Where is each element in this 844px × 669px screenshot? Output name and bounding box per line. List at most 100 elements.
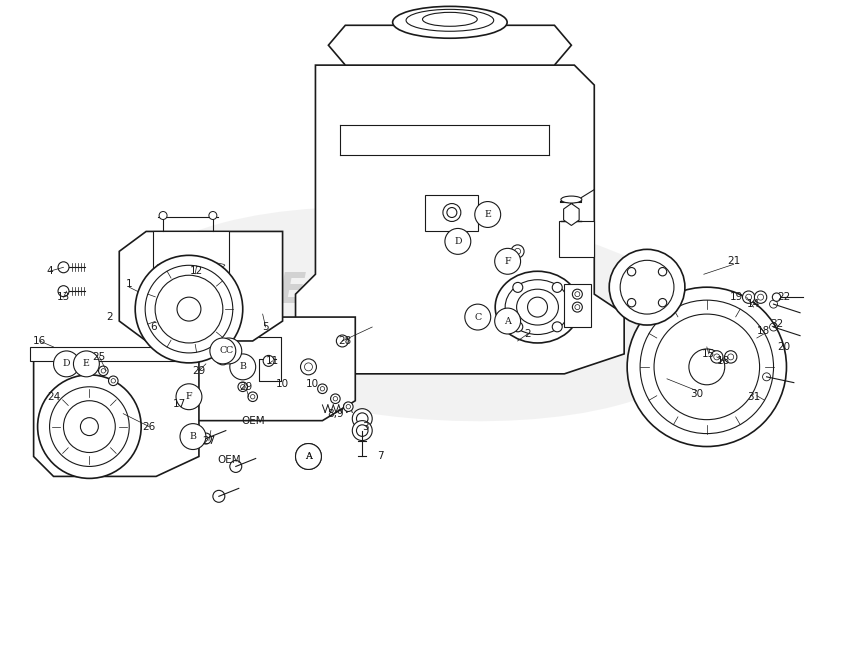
Circle shape — [627, 287, 787, 446]
Polygon shape — [560, 221, 594, 258]
Text: E: E — [484, 210, 491, 219]
Text: 29: 29 — [239, 382, 252, 392]
Circle shape — [58, 286, 69, 296]
Text: F: F — [505, 257, 511, 266]
Circle shape — [135, 256, 243, 363]
Text: A: A — [504, 316, 511, 326]
Text: OEM: OEM — [241, 415, 264, 425]
Text: 11: 11 — [266, 356, 279, 366]
Circle shape — [99, 366, 108, 375]
Circle shape — [743, 291, 755, 303]
Polygon shape — [34, 361, 199, 476]
Text: 2: 2 — [524, 329, 531, 339]
Circle shape — [200, 433, 211, 444]
Text: 27: 27 — [203, 436, 215, 446]
Circle shape — [73, 351, 100, 377]
Text: D: D — [454, 237, 462, 246]
Text: C: C — [219, 347, 226, 355]
Circle shape — [572, 289, 582, 299]
Text: 15: 15 — [702, 349, 716, 359]
Circle shape — [295, 444, 322, 470]
Text: 10: 10 — [276, 379, 289, 389]
Circle shape — [176, 384, 202, 409]
Circle shape — [160, 211, 167, 219]
Circle shape — [498, 258, 511, 271]
Circle shape — [317, 384, 327, 393]
Text: EQUIPMENT: EQUIPMENT — [277, 270, 554, 312]
Text: B: B — [239, 363, 246, 371]
Circle shape — [208, 211, 217, 219]
Circle shape — [109, 376, 118, 385]
Text: A: A — [305, 452, 312, 461]
Text: 21: 21 — [727, 256, 740, 266]
Ellipse shape — [495, 271, 580, 343]
Circle shape — [344, 402, 353, 411]
Text: 20: 20 — [777, 342, 790, 352]
Text: 5: 5 — [262, 322, 269, 332]
Text: 31: 31 — [747, 392, 760, 402]
Text: 13: 13 — [57, 292, 70, 302]
Text: 24: 24 — [47, 392, 60, 402]
Text: 18: 18 — [717, 356, 730, 366]
Circle shape — [230, 460, 241, 472]
Circle shape — [627, 268, 636, 276]
Polygon shape — [564, 203, 579, 225]
Circle shape — [465, 304, 490, 330]
Text: 29: 29 — [192, 366, 206, 376]
Ellipse shape — [406, 9, 494, 31]
Circle shape — [263, 355, 274, 367]
Text: 17: 17 — [172, 399, 186, 409]
Ellipse shape — [561, 196, 582, 203]
Circle shape — [724, 351, 737, 363]
Circle shape — [238, 382, 247, 391]
Ellipse shape — [133, 207, 708, 421]
Circle shape — [513, 282, 522, 292]
Circle shape — [755, 291, 766, 303]
Polygon shape — [119, 231, 283, 341]
Circle shape — [216, 338, 241, 364]
Ellipse shape — [392, 7, 507, 38]
Circle shape — [352, 421, 372, 441]
Text: 1: 1 — [126, 279, 133, 289]
Text: 28: 28 — [338, 336, 352, 346]
Circle shape — [230, 354, 256, 380]
Text: 16: 16 — [33, 336, 46, 346]
Polygon shape — [179, 317, 355, 421]
Circle shape — [711, 351, 723, 363]
Circle shape — [772, 293, 781, 301]
Circle shape — [443, 203, 461, 221]
Text: 4: 4 — [46, 266, 53, 276]
Circle shape — [511, 245, 524, 258]
Circle shape — [528, 297, 548, 317]
Text: 14: 14 — [747, 299, 760, 309]
Text: 22: 22 — [776, 292, 790, 302]
Text: 2: 2 — [106, 312, 112, 322]
Text: 18: 18 — [757, 326, 771, 336]
Circle shape — [213, 490, 225, 502]
Text: 19: 19 — [730, 292, 744, 302]
Circle shape — [513, 322, 522, 332]
Circle shape — [295, 444, 322, 470]
Circle shape — [475, 201, 500, 227]
Circle shape — [495, 248, 521, 274]
Text: 8,9: 8,9 — [327, 409, 344, 419]
Polygon shape — [565, 284, 592, 327]
Text: SPECIALISTS: SPECIALISTS — [296, 320, 534, 353]
Text: 3: 3 — [362, 421, 369, 432]
Circle shape — [331, 394, 340, 403]
Text: A: A — [305, 452, 312, 461]
Text: 26: 26 — [143, 421, 156, 432]
Polygon shape — [30, 347, 196, 361]
Circle shape — [58, 359, 68, 369]
Circle shape — [352, 409, 372, 429]
Circle shape — [552, 282, 562, 292]
Polygon shape — [328, 25, 571, 65]
Circle shape — [210, 338, 235, 364]
Text: 25: 25 — [93, 352, 106, 362]
Circle shape — [248, 392, 257, 401]
Polygon shape — [153, 231, 229, 291]
Circle shape — [38, 375, 141, 478]
Circle shape — [58, 262, 69, 273]
Text: 7: 7 — [377, 452, 383, 462]
Text: 30: 30 — [690, 389, 703, 399]
